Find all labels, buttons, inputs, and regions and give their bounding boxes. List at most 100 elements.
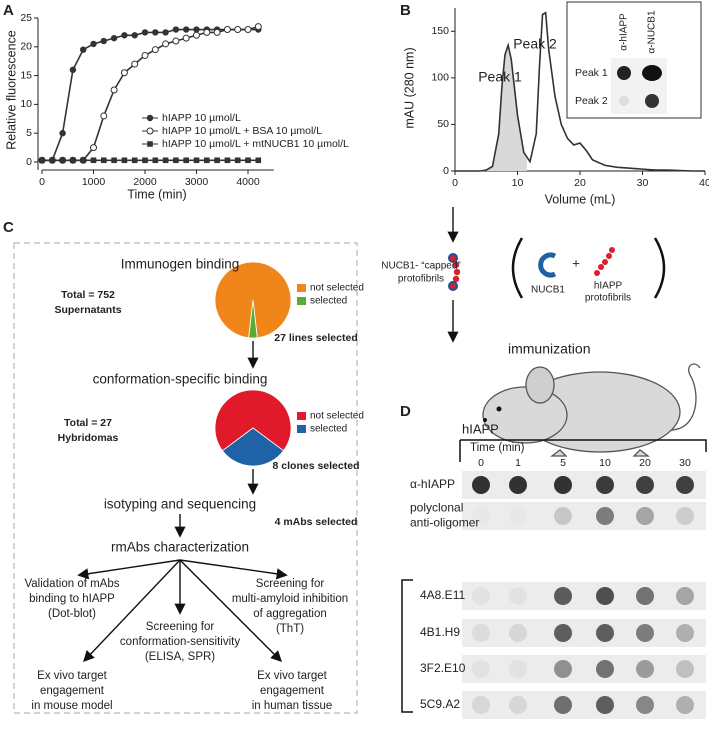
shaded-area	[455, 45, 527, 171]
data-point	[162, 40, 170, 48]
pie-slice	[214, 261, 292, 339]
x-tick-label: 0	[452, 177, 458, 189]
x-tick-label: 2000	[133, 176, 157, 188]
blot-strip	[462, 691, 706, 719]
legend-label: not selected	[310, 283, 364, 294]
scheme-label: NUCB1	[531, 285, 565, 296]
y-axis-label: mAU (280 nm)	[402, 47, 416, 128]
blot-strip	[462, 619, 706, 647]
data-point	[131, 157, 138, 164]
branch-text: Screening for	[146, 621, 215, 633]
blot-strip	[462, 502, 706, 530]
blot-dot	[636, 624, 654, 642]
scheme-label: immunization	[508, 341, 590, 357]
inset-column: α-hIAPP	[619, 13, 630, 51]
data-point	[90, 157, 97, 164]
legend-swatch	[297, 425, 306, 433]
y-tick-label: 5	[26, 127, 32, 139]
data-point	[245, 157, 251, 164]
data-point	[49, 157, 56, 164]
x-axis-label: Volume (mL)	[545, 192, 616, 206]
plus: +	[572, 255, 580, 270]
row-label: 3F2.E10	[420, 661, 466, 675]
blot-dot	[472, 587, 490, 605]
data-point	[69, 66, 77, 74]
branch-text: engagement	[260, 685, 325, 697]
pie-note: 27 lines selected	[274, 332, 357, 344]
blot-dot	[676, 476, 694, 494]
panel-label: C	[3, 219, 14, 236]
y-axis-label: Relative fluorescence	[4, 30, 18, 150]
blot-dot	[676, 696, 694, 714]
data-point	[121, 32, 128, 39]
total-label: Supernatants	[54, 304, 121, 316]
time-label: 30	[679, 457, 691, 469]
blot-strip	[462, 471, 706, 499]
legend-label: hIAPP 10 µmol/L	[162, 112, 241, 124]
arrow	[83, 559, 181, 663]
data-point	[183, 26, 190, 33]
data-point	[162, 157, 169, 164]
branch-text: Validation of mAbs	[24, 578, 119, 590]
legend-label: hIAPP 10 µmol/L + BSA 10 µmol/L	[162, 125, 322, 137]
data-point	[172, 26, 180, 33]
panel-label: A	[3, 2, 14, 19]
data-point	[101, 157, 107, 164]
blot-strip	[462, 582, 706, 610]
data-point	[162, 29, 169, 36]
arrow	[179, 559, 282, 662]
data-point	[152, 157, 159, 164]
blot-dot	[509, 476, 527, 494]
branch-text: (Dot-blot)	[48, 608, 96, 620]
blot-dot	[509, 660, 527, 678]
data-point	[111, 157, 117, 164]
data-point	[214, 157, 220, 164]
pie-note: 8 clones selected	[273, 460, 360, 472]
branch-text: conformation-sensitivity	[120, 636, 240, 648]
data-point	[193, 26, 200, 33]
row-label: α-hIAPP	[410, 477, 455, 491]
annotation: Peak 2	[513, 36, 557, 52]
branch-text: Ex vivo target	[257, 670, 327, 682]
blot-dot	[509, 624, 527, 642]
data-point	[59, 130, 66, 137]
branch-text: (ELISA, SPR)	[145, 651, 215, 663]
legend-marker	[146, 127, 154, 135]
row-label: polyclonal	[410, 501, 463, 515]
data-point	[121, 157, 128, 164]
blot-dot	[596, 660, 614, 678]
data-point	[90, 40, 97, 48]
time-label: 5	[560, 457, 566, 469]
legend-label: selected	[310, 296, 347, 307]
y-tick-label: 0	[443, 165, 449, 177]
data-point	[172, 37, 180, 45]
blot-dot	[554, 696, 572, 714]
panel-frame	[13, 242, 358, 714]
row-label: 4B1.H9	[420, 625, 460, 639]
data-point	[100, 37, 108, 45]
x-tick-label: 4000	[236, 176, 260, 188]
protofibril-icon	[594, 247, 615, 276]
panel-label: B	[400, 2, 411, 19]
inset-row: Peak 1	[575, 67, 608, 79]
blot-dot	[596, 476, 614, 494]
total-label: Hybridomas	[58, 432, 119, 444]
data-point	[152, 29, 159, 36]
blot-dot	[472, 624, 490, 642]
y-tick-label: 0	[26, 156, 32, 168]
y-tick-label: 15	[20, 69, 32, 81]
nucb1-icon	[538, 252, 557, 278]
legend-swatch	[297, 284, 306, 292]
blot-dot	[619, 96, 629, 106]
pie-title: Immunogen binding	[121, 257, 240, 272]
pie-title: conformation-specific binding	[93, 372, 268, 387]
blot-dot	[596, 624, 614, 642]
data-point	[131, 32, 138, 39]
data-point	[183, 157, 189, 164]
blot-title: hIAPP	[462, 421, 499, 436]
scheme-label: NUCB1- “capped”	[381, 261, 460, 272]
blot-dot	[636, 587, 654, 605]
data-point	[244, 26, 252, 34]
data-point	[193, 31, 200, 39]
legend-swatch	[297, 412, 306, 420]
